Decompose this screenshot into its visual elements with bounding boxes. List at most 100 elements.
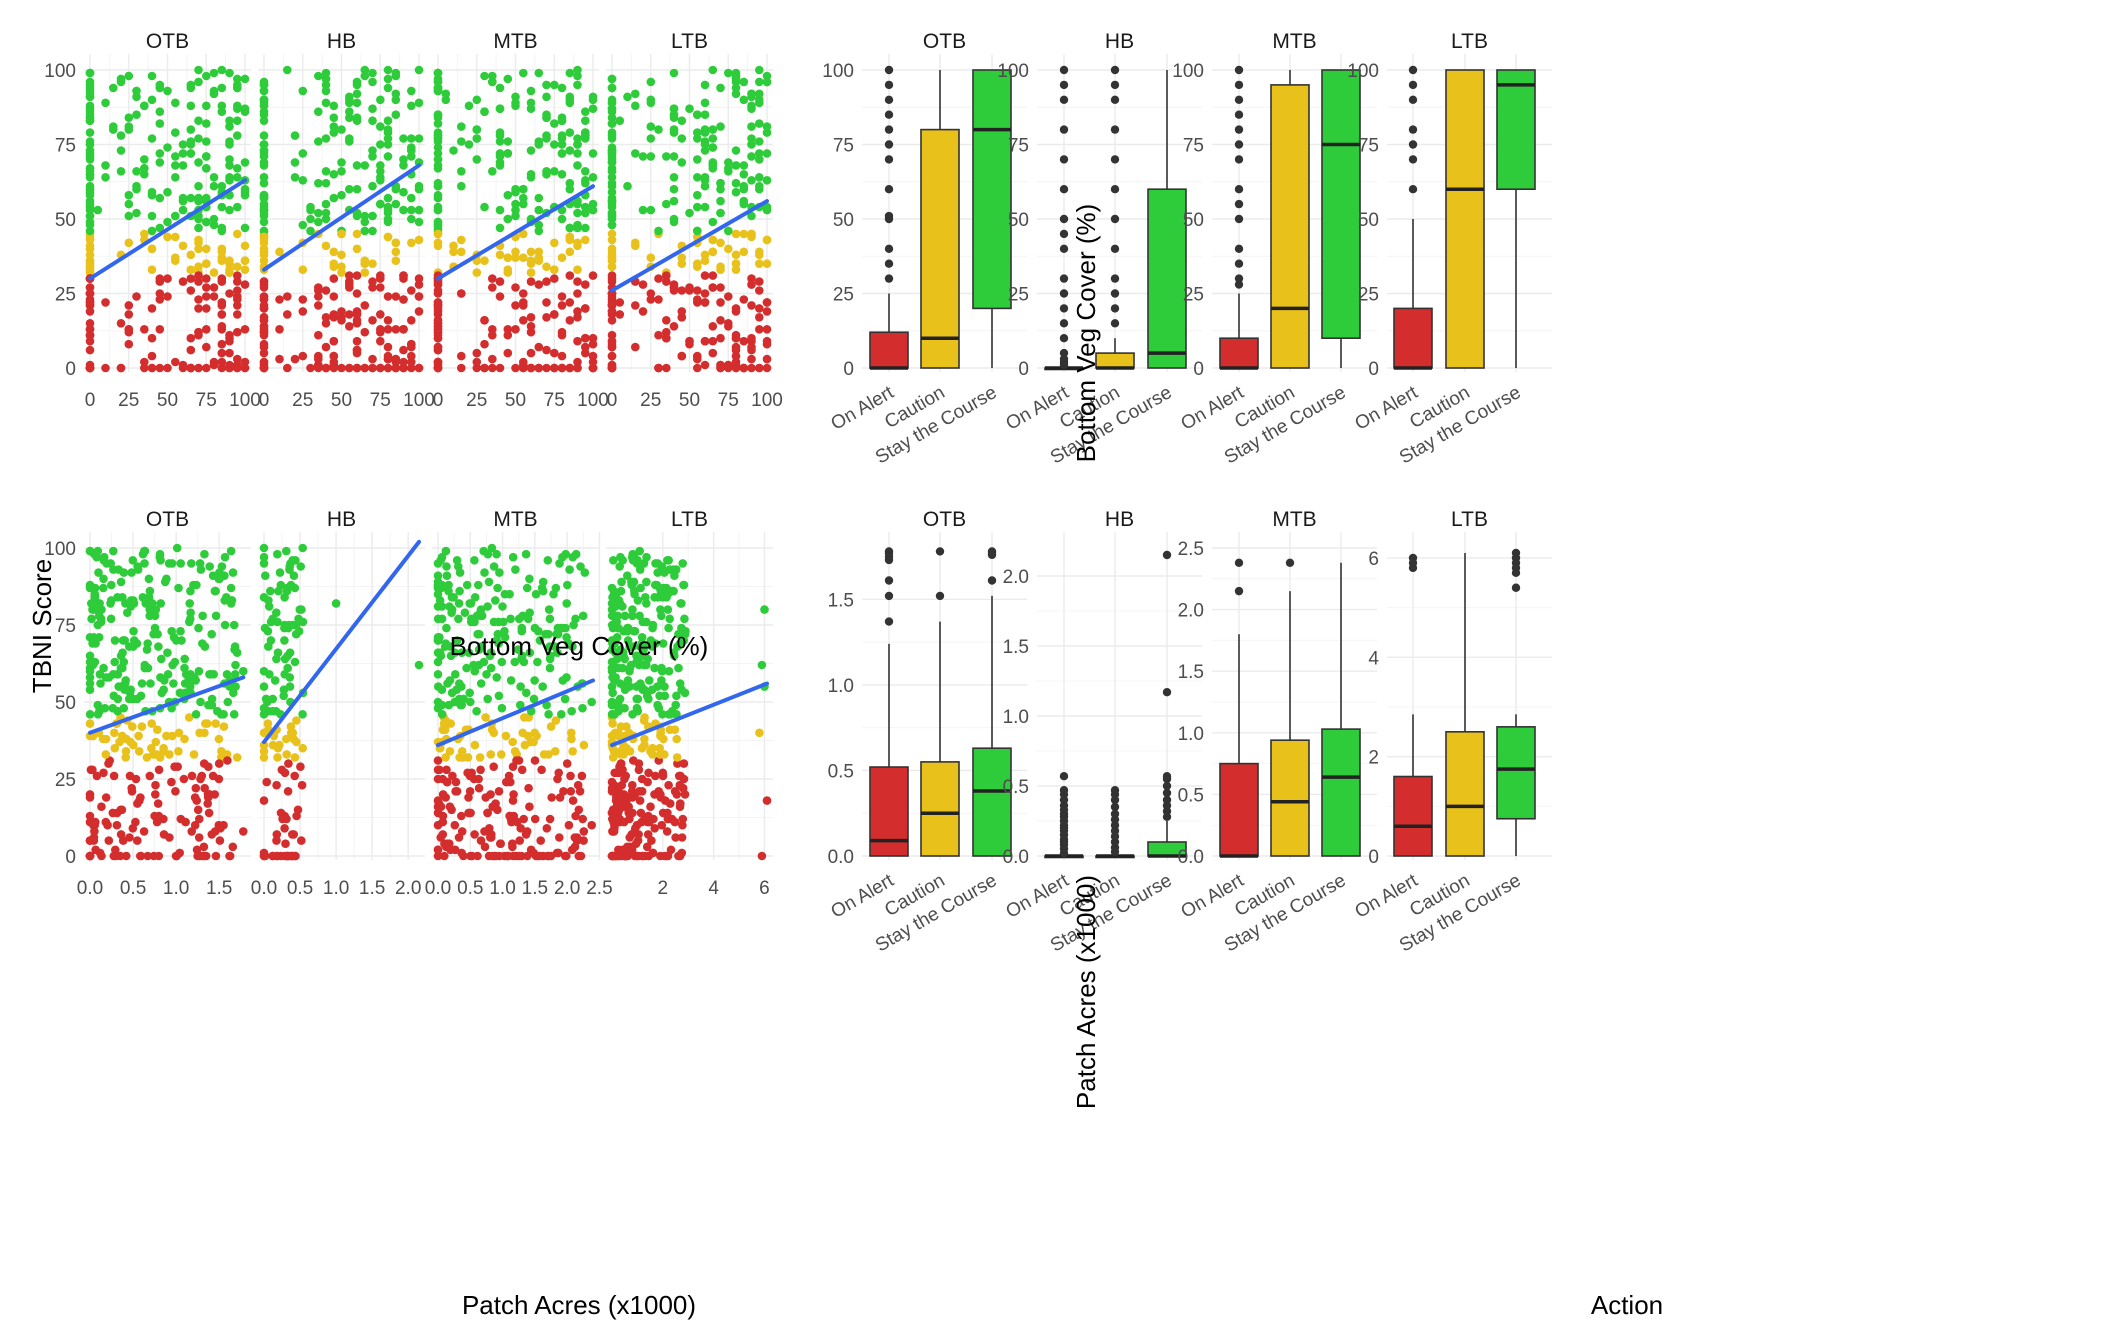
data-point (225, 268, 234, 277)
data-point (504, 851, 513, 861)
data-point (511, 301, 520, 310)
data-point (662, 152, 671, 161)
data-point (579, 827, 589, 836)
data-point (494, 787, 504, 796)
data-point (233, 74, 242, 84)
data-point (282, 750, 292, 759)
y-tick-label: 75 (833, 136, 854, 157)
data-point (568, 642, 577, 651)
data-point (662, 271, 671, 280)
data-point (202, 342, 211, 352)
data-point (607, 682, 617, 691)
data-point (85, 211, 95, 221)
data-point (607, 262, 617, 272)
data-point (441, 546, 451, 556)
data-point (290, 354, 300, 364)
data-point (433, 149, 443, 158)
data-point (457, 122, 466, 131)
panel-strip-label: MTB (493, 508, 537, 531)
data-point (762, 202, 772, 212)
x-tick-label: 75 (718, 390, 739, 411)
y-tick-label: 50 (1183, 210, 1204, 231)
data-point (233, 277, 242, 286)
data-point (716, 83, 725, 93)
data-point (110, 657, 119, 667)
data-point (283, 292, 292, 301)
y-tick-label: 1.0 (1178, 724, 1204, 745)
data-point (157, 688, 167, 698)
data-point (724, 68, 733, 78)
data-point (147, 351, 157, 361)
data-point (433, 703, 443, 713)
trend-line (436, 184, 595, 281)
data-point (628, 642, 637, 651)
data-point (225, 137, 234, 146)
data-point (747, 176, 756, 185)
data-point (517, 765, 527, 775)
box-body (1219, 762, 1259, 857)
data-point (731, 89, 741, 99)
data-point (116, 319, 126, 328)
box-body (972, 69, 1012, 310)
box-outlier (884, 155, 894, 164)
data-point (101, 750, 111, 759)
data-point (472, 268, 482, 277)
data-point (433, 602, 443, 611)
data-point (438, 811, 448, 821)
data-point (438, 830, 448, 839)
data-point (194, 238, 203, 248)
data-point (480, 71, 489, 81)
data-point (616, 759, 626, 768)
data-point (337, 125, 346, 134)
data-point (662, 827, 672, 836)
panel-strip-label: LTB (671, 30, 708, 53)
box-caution (1270, 558, 1310, 857)
data-point (464, 140, 474, 149)
data-point (708, 125, 718, 134)
data-point (383, 292, 393, 301)
data-point (608, 593, 617, 602)
data-point (492, 636, 501, 645)
data-point (472, 95, 482, 105)
data-point (747, 232, 756, 242)
data-point (494, 691, 504, 701)
data-point (101, 673, 111, 682)
data-point (646, 253, 656, 262)
data-point (607, 187, 617, 197)
data-point (542, 131, 551, 140)
data-point (442, 562, 451, 571)
data-point (109, 546, 118, 556)
data-point (391, 363, 401, 373)
data-point (195, 814, 204, 824)
data-point (607, 244, 617, 254)
data-point (95, 848, 105, 858)
data-point (609, 556, 618, 565)
data-point (562, 599, 571, 608)
data-point (121, 851, 131, 861)
data-point (85, 319, 95, 328)
data-point (233, 131, 242, 140)
data-point (460, 608, 470, 617)
data-point (207, 830, 217, 839)
data-point (534, 205, 544, 215)
data-point (658, 639, 668, 648)
data-point (407, 205, 416, 215)
data-point (755, 155, 764, 164)
data-point (607, 351, 617, 361)
data-point (414, 660, 424, 670)
y-tick-label: 2 (1368, 748, 1379, 769)
data-point (677, 286, 687, 295)
data-point (85, 128, 95, 137)
data-point (93, 205, 103, 215)
data-point (272, 608, 281, 617)
data-point (109, 83, 118, 93)
data-point (607, 104, 617, 113)
y-tick-label: 0 (65, 359, 76, 380)
box-outlier (987, 547, 997, 556)
data-point (414, 280, 424, 289)
box-body (1321, 728, 1361, 857)
data-point (607, 98, 617, 108)
data-point (407, 351, 416, 361)
data-point (550, 274, 559, 283)
